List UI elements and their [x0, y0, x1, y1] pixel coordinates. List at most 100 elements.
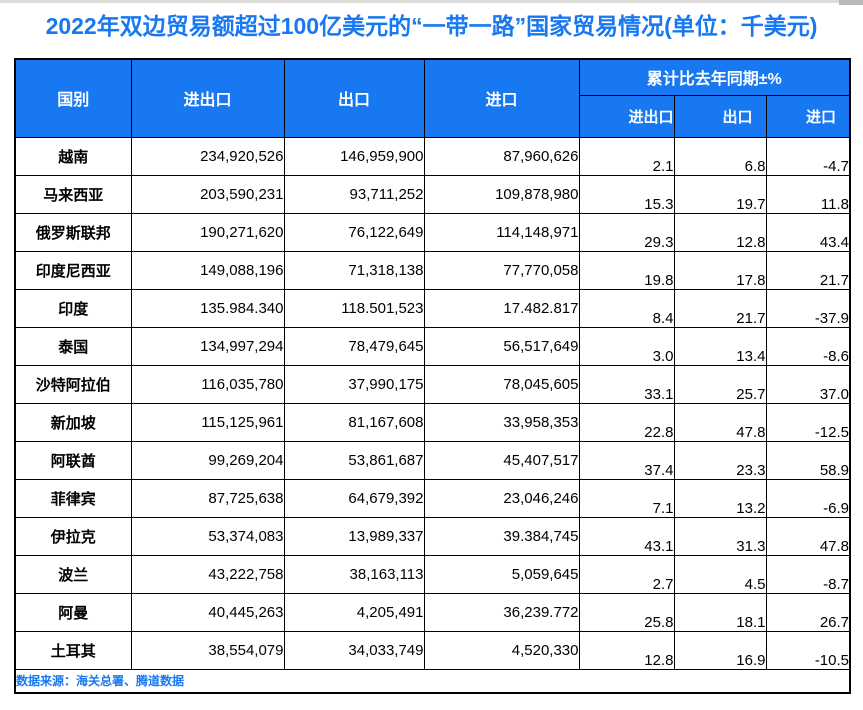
header-total: 进出口 [130, 58, 285, 138]
yoy-total-cell: 2.1 [578, 136, 675, 176]
export-cell: 38,163,113 [283, 554, 425, 594]
table-row: 新加坡 115,125,961 81,167,608 33,958,353 22.8 47… [14, 402, 851, 442]
yoy-import-cell: -8.7 [765, 554, 851, 594]
country-cell: 俄罗斯联邦 [14, 212, 132, 252]
yoy-import-cell: 47.8 [765, 516, 851, 556]
import-cell: 87,960,626 [423, 136, 580, 176]
yoy-total-cell: 2.7 [578, 554, 675, 594]
total-cell: 149,088,196 [130, 250, 285, 290]
export-cell: 37,990,175 [283, 364, 425, 404]
export-cell: 76,122,649 [283, 212, 425, 252]
country-cell: 印度 [14, 288, 132, 328]
yoy-import-cell: 21.7 [765, 250, 851, 290]
yoy-export-cell: 4.5 [673, 554, 767, 594]
yoy-import-cell: -4.7 [765, 136, 851, 176]
country-cell: 阿曼 [14, 592, 132, 632]
header-row-2: 进出口 出口 进口 [15, 94, 851, 138]
yoy-export-cell: 13.2 [673, 478, 767, 518]
total-cell: 40,445,263 [130, 592, 285, 632]
table-row: 印度尼西亚 149,088,196 71,318,138 77,770,058 19.8… [14, 250, 851, 290]
total-cell: 53,374,083 [130, 516, 285, 556]
import-cell: 39.384,745 [423, 516, 580, 556]
yoy-import-cell: -8.6 [765, 326, 851, 366]
total-cell: 38,554,079 [130, 630, 285, 670]
table-row: 阿曼 40,445,263 4,205,491 36,239.772 25.8 18.1 2… [14, 592, 851, 632]
country-cell: 阿联酋 [14, 440, 132, 480]
yoy-total-cell: 43.1 [578, 516, 675, 556]
import-cell: 5,059,645 [423, 554, 580, 594]
export-cell: 71,318,138 [283, 250, 425, 290]
country-cell: 泰国 [14, 326, 132, 366]
yoy-total-cell: 7.1 [578, 478, 675, 518]
country-cell: 越南 [14, 136, 132, 176]
yoy-import-cell: 37.0 [765, 364, 851, 404]
yoy-total-cell: 29.3 [578, 212, 675, 252]
yoy-import-cell: 43.4 [765, 212, 851, 252]
country-cell: 马来西亚 [14, 174, 132, 214]
yoy-export-cell: 25.7 [673, 364, 767, 404]
export-cell: 78,479,645 [283, 326, 425, 366]
page-title: 2022年双边贸易额超过100亿美元的“一带一路”国家贸易情况(单位：千美元) [45, 13, 818, 39]
yoy-import-cell: -37.9 [765, 288, 851, 328]
scrollbar-fragment[interactable] [839, 0, 863, 5]
header-row-1: 国别 进出口 出口 进口 累计比去年同期±% [14, 58, 851, 138]
yoy-export-cell: 21.7 [673, 288, 767, 328]
total-cell: 87,725,638 [130, 478, 285, 518]
source-row: 数据来源：海关总署、腾道数据 [14, 668, 851, 694]
total-cell: 203,590,231 [130, 174, 285, 214]
yoy-export-cell: 13.4 [673, 326, 767, 366]
total-cell: 134,997,294 [130, 326, 285, 366]
import-cell: 77,770,058 [423, 250, 580, 290]
header-yoy-total: 进出口 [578, 94, 675, 138]
import-cell: 56,517,649 [423, 326, 580, 366]
total-cell: 99,269,204 [130, 440, 285, 480]
export-cell: 4,205,491 [283, 592, 425, 632]
yoy-total-cell: 3.0 [578, 326, 675, 366]
import-cell: 114,148,971 [423, 212, 580, 252]
total-cell: 115,125,961 [130, 402, 285, 442]
export-cell: 34,033,749 [283, 630, 425, 670]
yoy-import-cell: 11.8 [765, 174, 851, 214]
import-cell: 109,878,980 [423, 174, 580, 214]
export-cell: 118.501,523 [283, 288, 425, 328]
country-cell: 菲律宾 [14, 478, 132, 518]
total-cell: 234,920,526 [130, 136, 285, 176]
table-footer: 数据来源：海关总署、腾道数据 [14, 668, 851, 694]
table-row: 马来西亚 203,590,231 93,711,252 109,878,980 15.3… [14, 174, 851, 214]
country-cell: 波兰 [14, 554, 132, 594]
yoy-total-cell: 8.4 [578, 288, 675, 328]
header-country: 国别 [14, 58, 132, 138]
import-cell: 36,239.772 [423, 592, 580, 632]
yoy-total-cell: 33.1 [578, 364, 675, 404]
yoy-total-cell: 22.8 [578, 402, 675, 442]
export-cell: 93,711,252 [283, 174, 425, 214]
header-yoy-group: 累计比去年同期±% [578, 58, 851, 96]
export-cell: 64,679,392 [283, 478, 425, 518]
country-cell: 沙特阿拉伯 [14, 364, 132, 404]
table-row: 菲律宾 87,725,638 64,679,392 23,046,246 7.1 13.2… [14, 478, 851, 518]
total-cell: 116,035,780 [130, 364, 285, 404]
yoy-total-cell: 25.8 [578, 592, 675, 632]
export-cell: 53,861,687 [283, 440, 425, 480]
yoy-import-cell: 26.7 [765, 592, 851, 632]
yoy-import-cell: -6.9 [765, 478, 851, 518]
import-cell: 23,046,246 [423, 478, 580, 518]
header-yoy-import: 进口 [765, 94, 851, 138]
table-row: 伊拉克 53,374,083 13,989,337 39.384,745 43.1 31.… [14, 516, 851, 556]
export-cell: 13,989,337 [283, 516, 425, 556]
yoy-export-cell: 31.3 [673, 516, 767, 556]
yoy-export-cell: 17.8 [673, 250, 767, 290]
total-cell: 43,222,758 [130, 554, 285, 594]
header-import: 进口 [423, 58, 580, 138]
table-row: 印度 135.984.340 118.501,523 17.482.817 8.4 21.… [14, 288, 851, 328]
yoy-export-cell: 6.8 [673, 136, 767, 176]
total-cell: 190,271,620 [130, 212, 285, 252]
country-cell: 新加坡 [14, 402, 132, 442]
yoy-total-cell: 37.4 [578, 440, 675, 480]
table-body: 越南 234,920,526 146,959,900 87,960,626 2.1 6.8… [14, 136, 851, 670]
export-cell: 146,959,900 [283, 136, 425, 176]
table-row: 俄罗斯联邦 190,271,620 76,122,649 114,148,971 29.… [14, 212, 851, 252]
yoy-export-cell: 47.8 [673, 402, 767, 442]
import-cell: 4,520,330 [423, 630, 580, 670]
yoy-export-cell: 18.1 [673, 592, 767, 632]
